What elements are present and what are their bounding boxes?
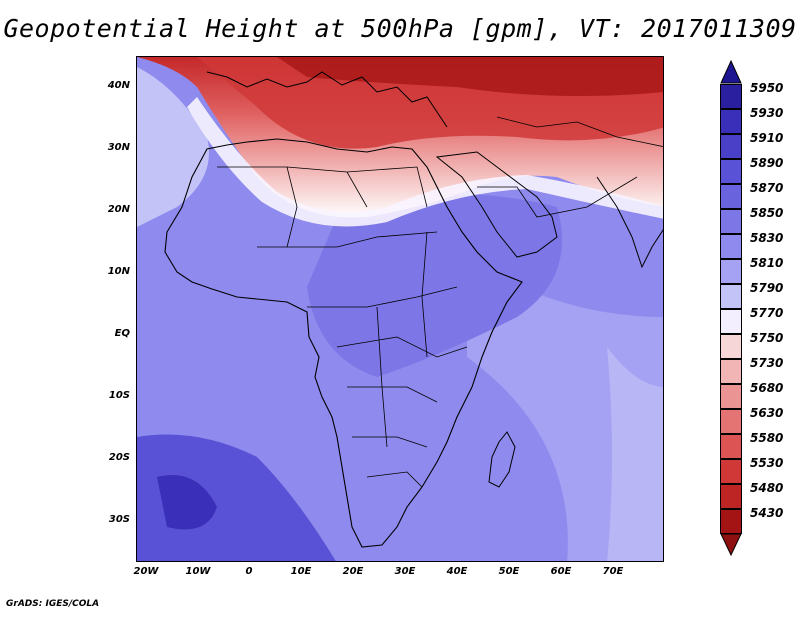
lon-tick-10e: 10E — [290, 566, 312, 577]
colorbar-label: 5890 — [750, 156, 784, 170]
africa-coastline — [164, 138, 523, 548]
colorbar-label: 5580 — [750, 431, 784, 445]
colorbar-label: 5770 — [750, 306, 784, 320]
colorbar-swatch — [720, 309, 742, 334]
colorbar-label: 5480 — [750, 481, 784, 495]
colorbar-label: 5430 — [750, 506, 784, 520]
colorbar-label: 5530 — [750, 456, 784, 470]
lon-tick-40e: 40E — [446, 566, 468, 577]
field-west-light — [137, 67, 209, 227]
lat-tick-20n: 20N — [107, 204, 130, 215]
lon-tick-0: 0 — [245, 566, 253, 577]
lon-tick-60e: 60E — [550, 566, 572, 577]
lon-tick-20e: 20E — [342, 566, 364, 577]
field-north-deepest — [277, 57, 663, 96]
field-central-dark — [307, 194, 562, 377]
colorbar-label: 5750 — [750, 331, 784, 345]
colorbar-swatch — [720, 109, 742, 134]
lon-tick-10w: 10W — [185, 566, 211, 577]
colorbar-label: 5680 — [750, 381, 784, 395]
mediterranean-coastline — [206, 71, 448, 128]
colorbar-top-arrow — [720, 60, 742, 84]
colorbar-swatch — [720, 259, 742, 284]
lat-tick-10n: 10N — [107, 266, 130, 277]
colorbar-swatch — [720, 459, 742, 484]
colorbar-label: 5630 — [750, 406, 784, 420]
colorbar-swatch — [720, 234, 742, 259]
colorbar-swatch — [720, 409, 742, 434]
colorbar-label: 5830 — [750, 231, 784, 245]
india-coastline — [596, 176, 663, 269]
colorbar-swatch — [720, 384, 742, 409]
lat-tick-30n: 30N — [107, 142, 130, 153]
colorbar-label: 5850 — [750, 206, 784, 220]
colorbar-label: 5810 — [750, 256, 784, 270]
lon-tick-20w: 20W — [133, 566, 159, 577]
colorbar-swatch — [720, 134, 742, 159]
colorbar-label: 5730 — [750, 356, 784, 370]
colorbar-label: 5870 — [750, 181, 784, 195]
colorbar-label: 5930 — [750, 106, 784, 120]
colorbar-swatch — [720, 284, 742, 309]
colorbar-label: 5910 — [750, 131, 784, 145]
arabia-coastline — [435, 151, 558, 258]
credit-text: GrADS: IGES/COLA — [6, 599, 100, 609]
map-frame — [136, 56, 664, 562]
lat-tick-10s: 10S — [108, 390, 130, 401]
colorbar-label: 5950 — [750, 81, 784, 95]
lat-tick-eq: EQ — [114, 328, 130, 339]
colorbar-swatch — [720, 159, 742, 184]
colorbar-swatch — [720, 84, 742, 109]
lat-tick-20s: 20S — [108, 452, 130, 463]
lat-tick-30s: 30S — [108, 514, 130, 525]
colorbar-swatch — [720, 334, 742, 359]
colorbar-swatch — [720, 509, 742, 534]
colorbar-swatch — [720, 484, 742, 509]
madagascar-coastline — [488, 431, 516, 488]
lat-tick-40n: 40N — [107, 80, 130, 91]
colorbar-swatch — [720, 359, 742, 384]
lon-tick-30e: 30E — [394, 566, 416, 577]
lon-tick-70e: 70E — [602, 566, 624, 577]
chart-title: Geopotential Height at 500hPa [gpm], VT:… — [3, 14, 797, 43]
colorbar-bottom-arrow — [720, 534, 742, 556]
colorbar-swatch — [720, 209, 742, 234]
colorbar-label: 5790 — [750, 281, 784, 295]
lon-tick-50e: 50E — [498, 566, 520, 577]
country-borders — [217, 116, 663, 488]
geopotential-field — [137, 57, 663, 561]
field-east-lighter — [607, 347, 663, 561]
colorbar-swatch — [720, 184, 742, 209]
colorbar-swatch — [720, 434, 742, 459]
field-southwest-darker — [157, 475, 217, 530]
